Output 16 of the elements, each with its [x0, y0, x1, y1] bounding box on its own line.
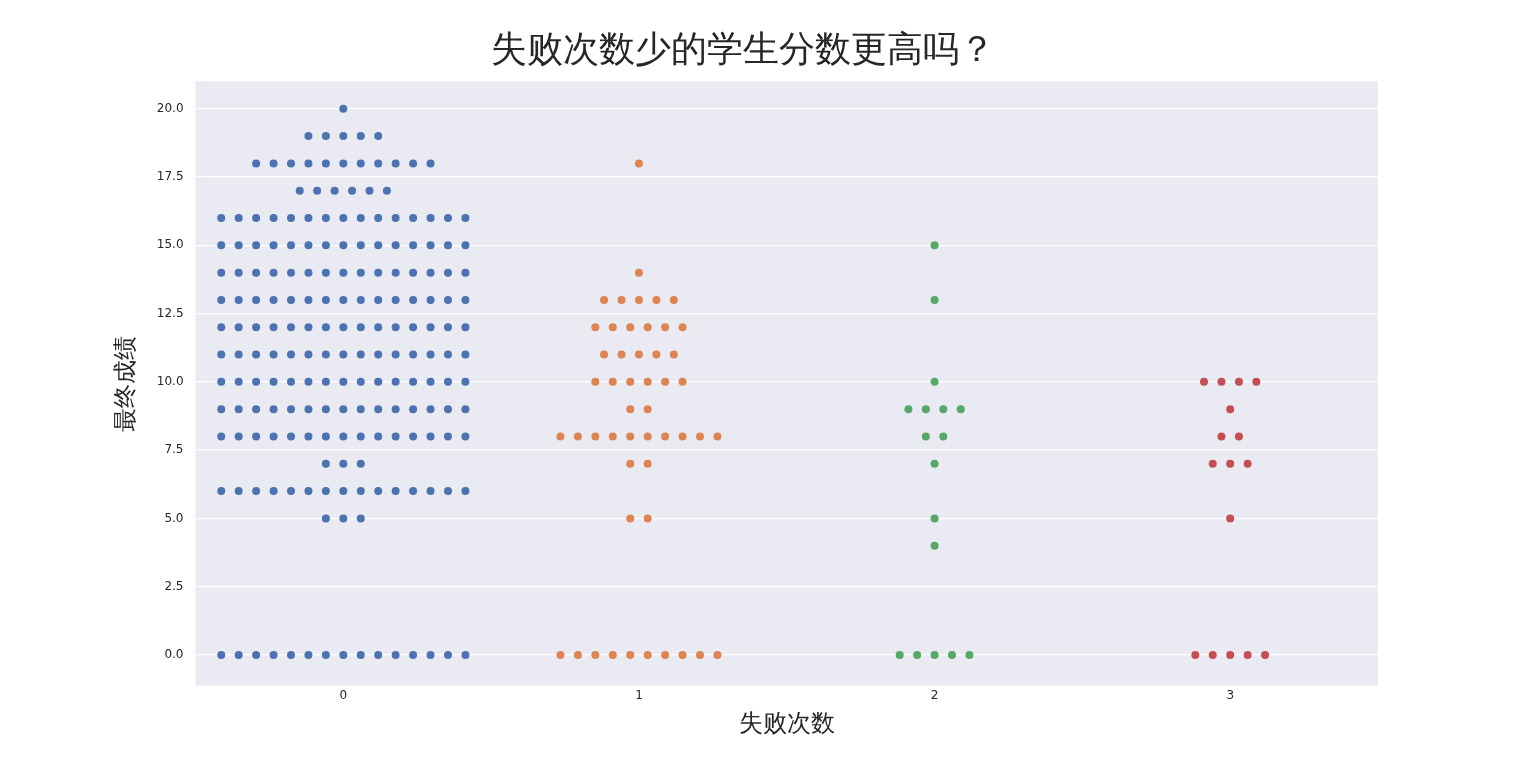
y-tick-label: 5.0	[164, 510, 184, 525]
y-tick-label: 7.5	[164, 442, 184, 457]
x-tick-label: 1	[635, 688, 643, 703]
chart-title: 失败次数少的学生分数更高吗？	[491, 27, 995, 69]
y-tick-label: 12.5	[156, 305, 184, 320]
y-axis-title: 最终成绩	[110, 335, 139, 432]
y-tick-label: 0.0	[164, 647, 184, 662]
x-axis-title: 失败次数	[738, 708, 835, 737]
y-tick-label: 10.0	[156, 373, 184, 388]
x-tick-label: 3	[1226, 688, 1235, 703]
y-tick-label: 15.0	[156, 237, 184, 252]
y-tick-label: 20.0	[156, 100, 184, 115]
x-tick-label: 2	[930, 688, 939, 703]
x-tick-label: 0	[339, 688, 348, 703]
y-tick-label: 2.5	[164, 578, 184, 593]
y-tick-label: 17.5	[156, 169, 184, 184]
